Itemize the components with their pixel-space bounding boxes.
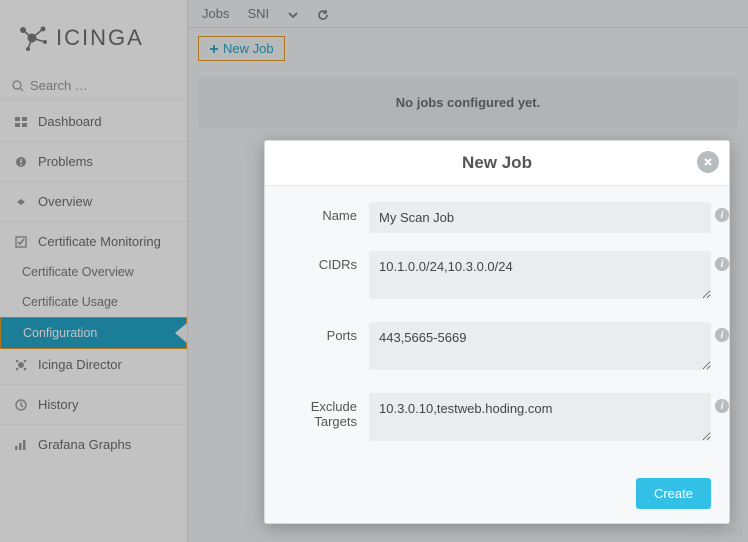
active-indicator-icon [175, 323, 187, 343]
sidebar-item-overview[interactable]: Overview [0, 186, 187, 217]
cidrs-input[interactable] [369, 251, 711, 299]
tabs-bar: Jobs SNI [188, 0, 748, 28]
sidebar-item-label: Certificate Overview [22, 265, 134, 279]
sidebar-item-label: Grafana Graphs [38, 437, 131, 452]
info-icon[interactable]: i [715, 257, 729, 271]
refresh-icon [317, 9, 329, 21]
tab-sni[interactable]: SNI [247, 6, 269, 21]
check-icon [14, 235, 28, 249]
sidebar-item-grafana[interactable]: Grafana Graphs [0, 429, 187, 460]
sidebar-item-dashboard[interactable]: Dashboard [0, 106, 187, 137]
sidebar-item-icinga-director[interactable]: Icinga Director [0, 349, 187, 380]
brand-name: ICINGA [56, 25, 144, 51]
sidebar-item-cert-monitoring[interactable]: Certificate Monitoring [0, 226, 187, 257]
overview-icon [14, 195, 28, 209]
label-exclude: Exclude Targets [283, 393, 369, 429]
toolbar: New Job [188, 28, 748, 69]
create-button[interactable]: Create [636, 478, 711, 509]
director-icon [14, 358, 28, 372]
empty-state: No jobs configured yet. [198, 77, 738, 128]
modal-footer: Create [265, 478, 729, 523]
new-job-label: New Job [223, 41, 274, 56]
modal-header: New Job [265, 141, 729, 186]
form-row-name: Name i [283, 202, 711, 233]
search-icon [12, 80, 24, 92]
tab-jobs[interactable]: Jobs [202, 6, 229, 21]
form-row-exclude: Exclude Targets i [283, 393, 711, 446]
sidebar-item-label: Certificate Monitoring [38, 234, 161, 249]
form-row-ports: Ports i [283, 322, 711, 375]
sidebar: ICINGA Search … Dashboard Problems Overv… [0, 0, 188, 542]
modal-body: Name i CIDRs i Ports i Exclude Targets [265, 186, 729, 478]
brand-logo: ICINGA [0, 24, 187, 52]
sidebar-item-configuration[interactable]: Configuration [0, 317, 187, 349]
icinga-icon [18, 24, 50, 52]
sidebar-item-label: Certificate Usage [22, 295, 118, 309]
sidebar-item-cert-overview[interactable]: Certificate Overview [0, 257, 187, 287]
info-icon[interactable]: i [715, 208, 729, 222]
info-icon[interactable]: i [715, 328, 729, 342]
label-cidrs: CIDRs [283, 251, 369, 272]
sidebar-item-label: Icinga Director [38, 357, 122, 372]
label-ports: Ports [283, 322, 369, 343]
graph-icon [14, 438, 28, 452]
history-icon [14, 398, 28, 412]
sidebar-item-cert-usage[interactable]: Certificate Usage [0, 287, 187, 317]
dashboard-icon [14, 115, 28, 129]
plus-icon [209, 44, 219, 54]
name-input[interactable] [369, 202, 711, 233]
sidebar-item-label: History [38, 397, 78, 412]
label-name: Name [283, 202, 369, 223]
sidebar-item-label: Problems [38, 154, 93, 169]
ports-input[interactable] [369, 322, 711, 370]
new-job-button[interactable]: New Job [198, 36, 285, 61]
sidebar-item-problems[interactable]: Problems [0, 146, 187, 177]
new-job-modal: New Job Name i CIDRs i Ports i [264, 140, 730, 524]
search-box[interactable]: Search … [0, 72, 187, 100]
chevron-down-icon [287, 10, 299, 20]
form-row-cidrs: CIDRs i [283, 251, 711, 304]
sidebar-item-label: Configuration [23, 326, 97, 340]
tab-dropdown[interactable] [287, 6, 299, 21]
problems-icon [14, 155, 28, 169]
search-placeholder: Search … [30, 78, 88, 93]
info-icon[interactable]: i [715, 399, 729, 413]
close-icon [703, 157, 713, 167]
tab-refresh[interactable] [317, 6, 329, 21]
sidebar-item-label: Dashboard [38, 114, 102, 129]
modal-title: New Job [462, 153, 532, 173]
watermark: © IT-KB.RU [690, 527, 742, 538]
sidebar-item-label: Overview [38, 194, 92, 209]
sidebar-item-history[interactable]: History [0, 389, 187, 420]
exclude-input[interactable] [369, 393, 711, 441]
modal-close-button[interactable] [697, 151, 719, 173]
